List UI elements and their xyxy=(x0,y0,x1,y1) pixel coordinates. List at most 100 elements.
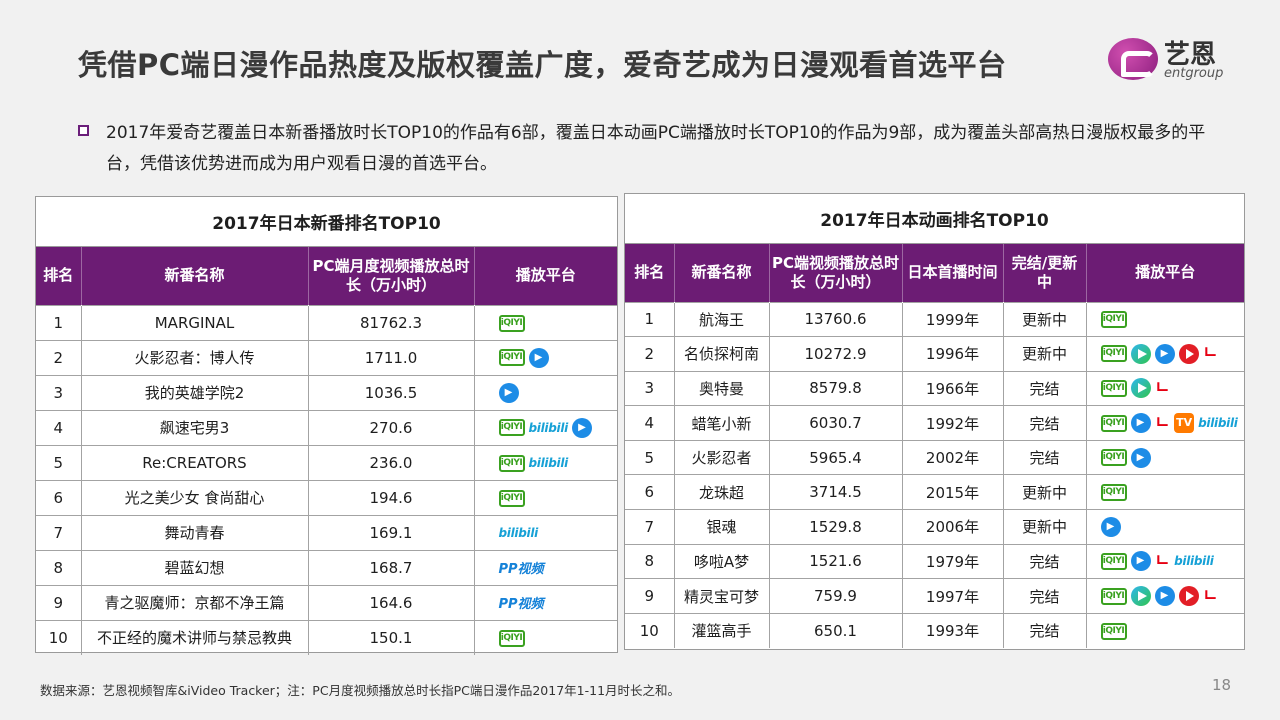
cell-platforms: ▶ xyxy=(1086,509,1244,545)
cell-platforms: ▶ xyxy=(474,374,617,410)
mango-tv-logo-icon: TV xyxy=(1174,413,1195,434)
cell-value: 3714.5 xyxy=(769,474,903,510)
pptv-logo-icon: PP视频 xyxy=(498,597,544,612)
iqiyi-logo-icon: iQIYI xyxy=(1100,622,1127,640)
cell-status: 完结 xyxy=(1003,543,1087,579)
cell-rank: 9 xyxy=(625,578,675,614)
cell-status: 完结 xyxy=(1003,578,1087,614)
cell-name: 不正经的魔术讲师与禁忌教典 xyxy=(81,619,309,655)
cell-rank: 4 xyxy=(625,405,675,441)
col-header-name: 新番名称 xyxy=(674,244,770,302)
cell-name: 奥特曼 xyxy=(674,370,770,406)
cell-year: 2002年 xyxy=(902,439,1004,475)
cell-platforms: PP视频 xyxy=(474,549,617,585)
cell-status: 完结 xyxy=(1003,439,1087,475)
cell-value: 164.6 xyxy=(308,584,475,620)
iqiyi-logo-icon: iQIYI xyxy=(498,419,525,436)
cell-value: 270.6 xyxy=(308,409,475,445)
cell-name: Re:CREATORS xyxy=(81,444,309,480)
table-row: 9 精灵宝可梦 759.9 1997年 完结 iQIYI ▶ ㄴ xyxy=(625,578,1244,614)
logo-e-icon xyxy=(1108,38,1158,80)
cell-year: 2006年 xyxy=(902,509,1004,545)
tencent-video-logo-icon xyxy=(1130,343,1151,364)
table-row: 9 青之驱魔师：京都不净王篇 164.6 PP视频 xyxy=(36,584,617,620)
table-row: 7 舞动青春 169.1 bilibili xyxy=(36,514,617,550)
bilibili-logo-icon: bilibili xyxy=(1174,554,1214,569)
logo-en-text: entgroup xyxy=(1164,66,1224,81)
new-anime-ranking-table: 2017年日本新番排名TOP10 排名 新番名称 PC端月度视频播放总时长（万小… xyxy=(35,196,618,655)
youku-logo-icon: ▶ xyxy=(1130,551,1151,572)
cell-value: 1036.5 xyxy=(308,374,475,410)
cell-rank: 8 xyxy=(625,543,675,579)
cell-value: 759.9 xyxy=(769,578,903,614)
youku-logo-icon: ▶ xyxy=(571,417,592,438)
youku-logo-icon: ▶ xyxy=(498,382,519,403)
cell-value: 194.6 xyxy=(308,479,475,515)
table-row: 10 不正经的魔术讲师与禁忌教典 150.1 iQIYI xyxy=(36,619,617,655)
iqiyi-logo-icon: iQIYI xyxy=(1100,587,1127,605)
col-header-duration: PC端视频播放总时长（万小时） xyxy=(769,244,903,302)
cell-platforms: iQIYI xyxy=(474,304,617,340)
cell-rank: 5 xyxy=(625,439,675,475)
page-title: 凭借PC端日漫作品热度及版权覆盖广度，爱奇艺成为日漫观看首选平台 xyxy=(78,48,1007,82)
cell-year: 1992年 xyxy=(902,405,1004,441)
table-row: 10 灌篮高手 650.1 1993年 完结 iQIYI xyxy=(625,612,1244,648)
cell-platforms: iQIYI xyxy=(474,479,617,515)
logo-cn-text: 艺恩 xyxy=(1164,40,1217,70)
cell-value: 1521.6 xyxy=(769,543,903,579)
page-number: 18 xyxy=(1212,676,1232,694)
table-caption: 2017年日本新番排名TOP10 xyxy=(36,197,617,247)
cell-value: 150.1 xyxy=(308,619,475,655)
table-row: 3 奥特曼 8579.8 1966年 完结 iQIYI ㄴ xyxy=(625,370,1244,406)
col-header-status: 完结/更新中 xyxy=(1003,244,1087,302)
youku-logo-icon: ▶ xyxy=(1100,516,1121,537)
table-row: 1 MARGINAL 81762.3 iQIYI xyxy=(36,304,617,340)
cell-rank: 2 xyxy=(625,336,675,372)
cell-name: 精灵宝可梦 xyxy=(674,578,770,614)
cell-platforms: iQIYI xyxy=(1086,474,1244,510)
source-footnote: 数据来源：艺恩视频智库&iVideo Tracker；注：PC月度视频播放总时长… xyxy=(40,683,681,698)
cell-value: 1529.8 xyxy=(769,509,903,545)
anime-ranking-table: 2017年日本动画排名TOP10 排名 新番名称 PC端视频播放总时长（万小时）… xyxy=(624,193,1245,650)
cell-value: 168.7 xyxy=(308,549,475,585)
table-row: 4 飙速宅男3 270.6 iQIYI bilibili ▶ xyxy=(36,409,617,445)
cell-name: MARGINAL xyxy=(81,304,309,340)
iqiyi-logo-icon: iQIYI xyxy=(1100,414,1127,432)
youku-logo-icon: ▶ xyxy=(1130,447,1151,468)
col-header-premiere: 日本首播时间 xyxy=(902,244,1004,302)
cell-rank: 2 xyxy=(36,339,82,375)
intro-paragraph: 2017年爱奇艺覆盖日本新番播放时长TOP10的作品有6部，覆盖日本动画PC端播… xyxy=(106,123,1206,174)
iqiyi-logo-icon: iQIYI xyxy=(498,489,525,507)
iqiyi-logo-icon: iQIYI xyxy=(1100,311,1127,329)
cell-name: 碧蓝幻想 xyxy=(81,549,309,585)
cell-value: 81762.3 xyxy=(308,304,475,340)
cell-value: 650.1 xyxy=(769,612,903,648)
sohu-video-logo-icon xyxy=(1178,586,1199,607)
entgroup-logo: 艺恩 entgroup xyxy=(1108,32,1238,88)
cell-platforms: iQIYI ▶ ㄴ TV bilibili xyxy=(1086,405,1244,441)
col-header-platform: 播放平台 xyxy=(1086,244,1244,302)
cell-rank: 4 xyxy=(36,409,82,445)
cell-platforms: iQIYI ▶ xyxy=(1086,439,1244,475)
table-caption: 2017年日本动画排名TOP10 xyxy=(625,194,1244,244)
cell-name: 火影忍者 xyxy=(674,439,770,475)
cell-platforms: PP视频 xyxy=(474,584,617,620)
cell-status: 完结 xyxy=(1003,370,1087,406)
pptv-logo-icon: PP视频 xyxy=(498,562,544,577)
cell-status: 更新中 xyxy=(1003,301,1087,337)
cell-rank: 1 xyxy=(625,301,675,337)
cell-value: 8579.8 xyxy=(769,370,903,406)
cell-name: 名侦探柯南 xyxy=(674,336,770,372)
cell-status: 完结 xyxy=(1003,612,1087,648)
iqiyi-logo-icon: iQIYI xyxy=(1100,484,1127,502)
cell-platforms: iQIYI ㄴ xyxy=(1086,370,1244,406)
letv-logo-icon: ㄴ xyxy=(1154,377,1171,398)
cell-name: 舞动青春 xyxy=(81,514,309,550)
cell-platforms: iQIYI ▶ ㄴ bilibili xyxy=(1086,543,1244,579)
cell-platforms: iQIYI xyxy=(1086,612,1244,648)
cell-platforms: bilibili xyxy=(474,514,617,550)
cell-name: 青之驱魔师：京都不净王篇 xyxy=(81,584,309,620)
bilibili-logo-icon: bilibili xyxy=(1198,416,1238,431)
youku-logo-icon: ▶ xyxy=(1130,413,1151,434)
col-header-rank: 排名 xyxy=(625,244,675,302)
